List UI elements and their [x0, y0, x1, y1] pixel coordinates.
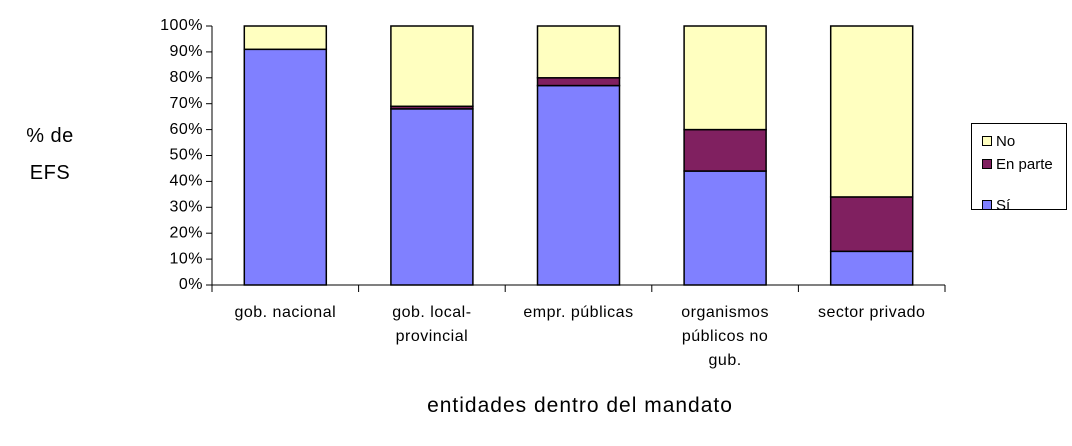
bar-segment [243, 48, 328, 286]
x-tick-label: sector privado [817, 304, 926, 321]
bar-segment [243, 25, 328, 51]
legend: No En parte Sí [971, 123, 1067, 210]
legend-label: Sí [996, 197, 1011, 210]
y-tick-label: 20% [169, 224, 203, 241]
x-tick-label: empr. públicas [523, 304, 634, 321]
x-tick-label: organismos públicos no gub. [681, 304, 769, 369]
bar-segment [390, 25, 474, 108]
y-tick-label: 50% [169, 147, 203, 164]
bar-segment [683, 170, 767, 286]
legend-item: En parte [982, 155, 1054, 174]
y-axis-label: % de EFS [26, 125, 74, 184]
legend-item: Sí [982, 196, 1054, 210]
bar-segment [536, 84, 621, 286]
y-tick-label: 0% [179, 276, 203, 293]
y-tick-label: 80% [169, 69, 203, 86]
legend-label: En parte [996, 156, 1053, 173]
x-tick-label: gob. local-provincial [392, 304, 472, 345]
bar-segment [683, 128, 767, 172]
bar-segment [829, 250, 914, 286]
y-tick-label: 10% [169, 250, 203, 267]
bar-segment [536, 25, 621, 79]
bar-segment [683, 25, 767, 131]
bar-segment [390, 108, 474, 286]
legend-label: No [996, 133, 1016, 150]
y-tick-label: 70% [169, 95, 203, 112]
y-tick-label: 30% [169, 199, 203, 216]
bar-segment [536, 77, 621, 87]
legend-swatch [982, 136, 992, 146]
y-tick-label: 40% [169, 173, 203, 190]
legend-item: No [982, 132, 1054, 151]
y-tick-label: 60% [169, 121, 203, 138]
legend-swatch [982, 159, 992, 169]
bar-segment [829, 196, 914, 253]
x-tick-label: gob. nacional [234, 304, 337, 321]
bar-segment [829, 25, 914, 198]
legend-swatch [982, 200, 992, 209]
y-tick-label: 90% [169, 43, 203, 60]
y-tick-label: 100% [160, 17, 203, 34]
x-axis-label: entidades dentro del mandato [427, 394, 733, 417]
